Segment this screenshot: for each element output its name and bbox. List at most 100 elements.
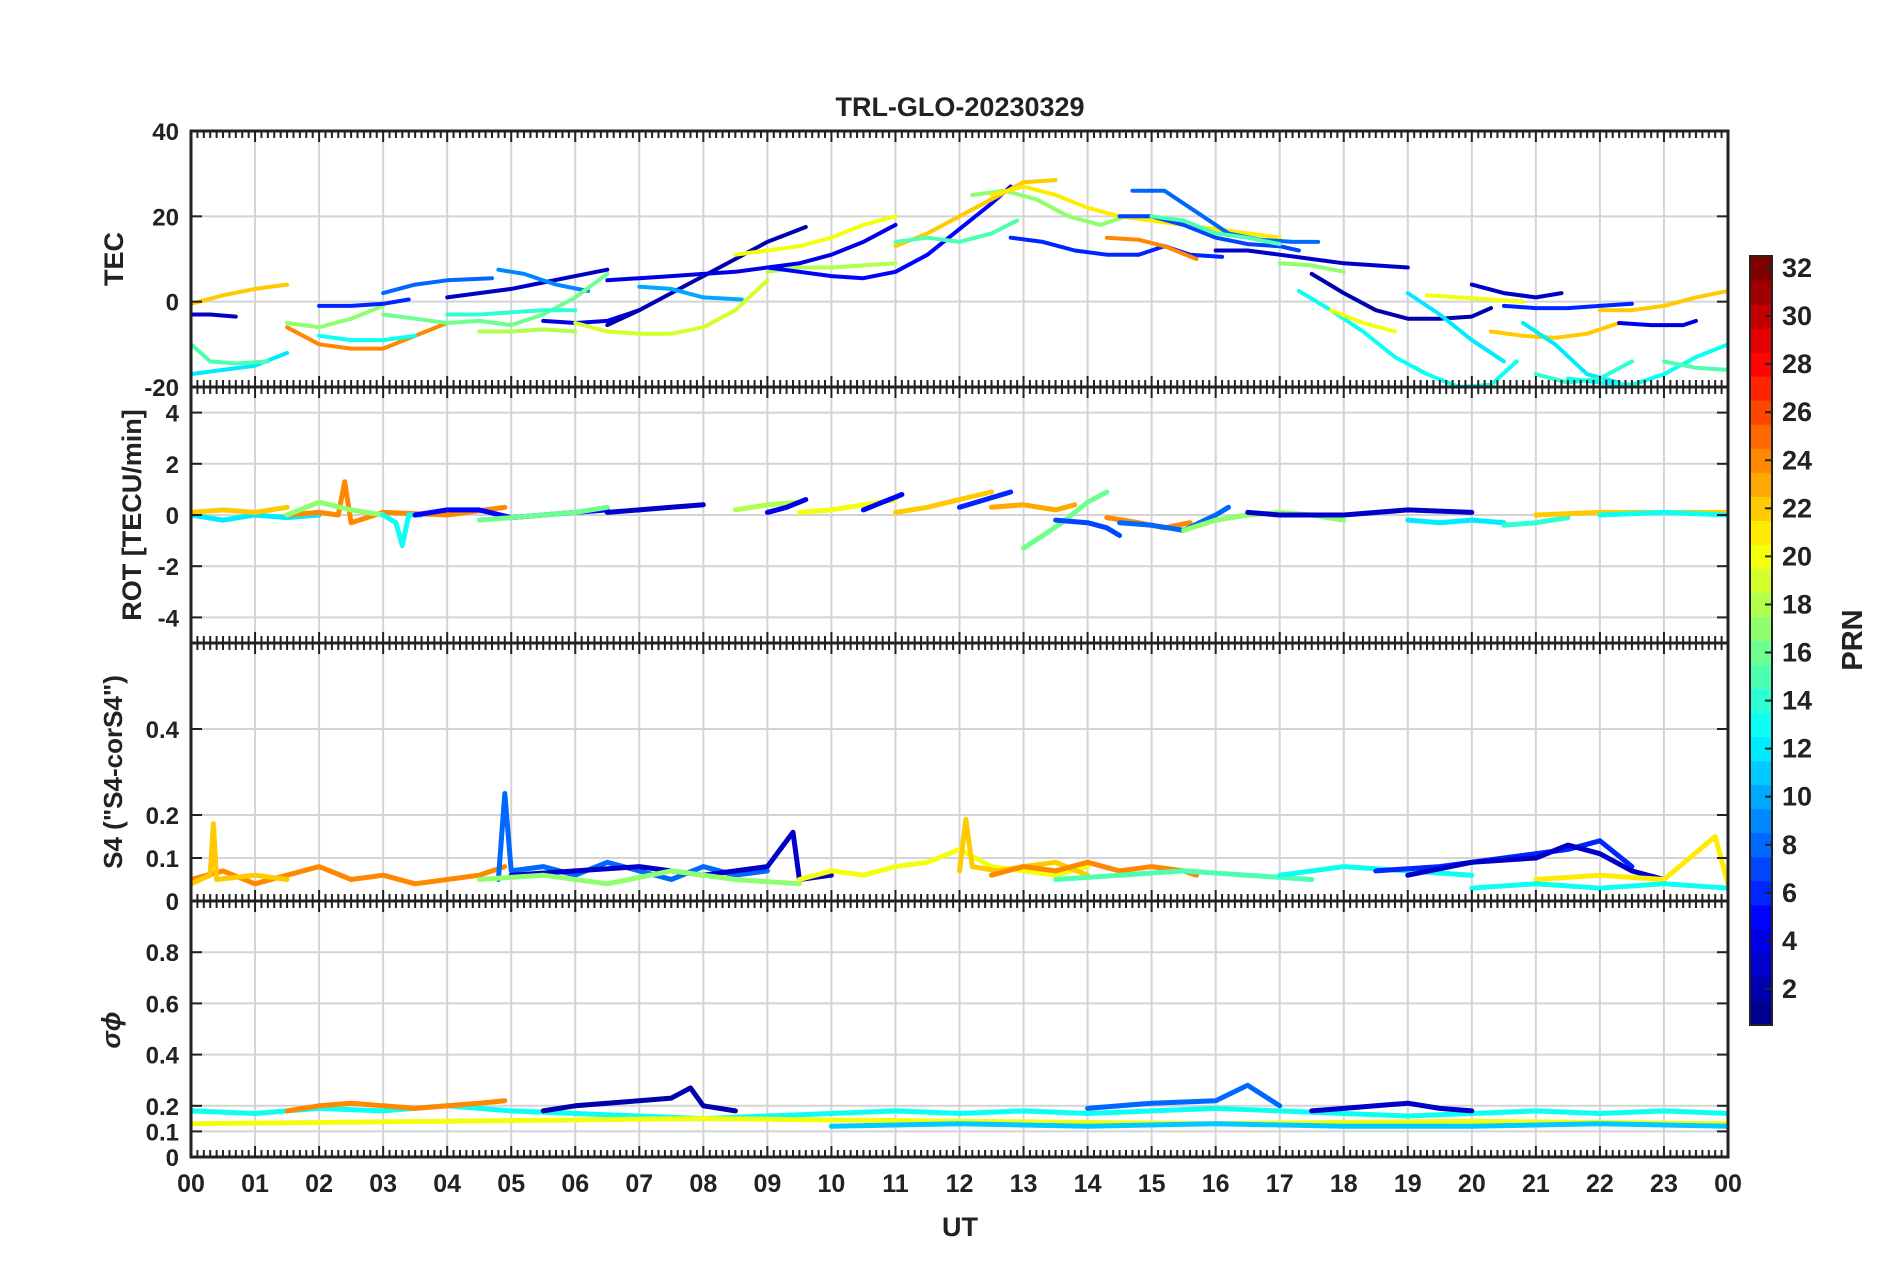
series-line-prn-3 [445,267,610,300]
colorbar-frame [1749,255,1773,1026]
series-line-prn-17 [285,303,386,330]
series-line-prn-13 [317,333,418,343]
panel-tec-gridlines [191,131,1728,387]
colorbar-tick-label: 22 [1782,493,1812,523]
y-tick-label: 0.2 [146,803,179,830]
series-line-prn-15 [1149,214,1282,247]
series-line-prn-22 [1489,321,1622,340]
series-line-prn-22 [893,178,1058,249]
x-tick-label: 02 [305,1170,333,1198]
series-line-prn-14 [1501,515,1571,528]
panel-tec-series [191,178,1728,387]
x-tick-label: 00 [177,1170,205,1198]
series-line-prn-3 [1469,282,1564,300]
colorbar-cell-prn-22 [1750,496,1772,521]
colorbar-cell-prn-25 [1750,424,1772,449]
series-line-prn-17 [284,499,386,518]
colorbar-cell-prn-18 [1750,592,1772,618]
panel-sigma-phi-ylabel: σϕ [96,1012,126,1049]
series-line-prn-3 [1309,1100,1475,1114]
colorbar-cell-prn-1 [1750,1000,1772,1026]
x-tick-label: 19 [1394,1170,1422,1198]
series-line-prn-24 [191,864,508,887]
y-tick-label: 0 [166,1145,179,1172]
colorbar-cell-prn-15 [1750,664,1772,690]
panel-rot-y-tick-labels: -4 -2 0 2 4 [158,401,180,633]
series-line-prn-17 [1277,261,1346,274]
colorbar-tick-label: 6 [1782,878,1797,908]
series-line-prn-22 [893,489,994,515]
series-line-prn-22 [191,504,290,515]
series-line-prn-3 [191,312,238,319]
colorbar-cell-prn-5 [1750,904,1772,930]
series-line-prn-7 [1053,517,1123,538]
y-tick-label: 0.8 [146,940,179,967]
x-tick-label: 20 [1458,1170,1486,1198]
x-tick-label: 01 [241,1170,269,1198]
panel-s4-y-tick-labels: 0 0.1 0.2 0.4 [146,717,180,916]
panel-tec: -20 0 20 40 TEC [99,119,1730,402]
colorbar-gradient [1750,256,1772,1026]
series-line-prn-13 [1597,509,1728,518]
series-line-prn-4 [605,222,898,283]
series-line-prn-17 [476,868,802,887]
y-tick-label: 20 [152,204,179,231]
x-tick-label: 23 [1650,1170,1678,1198]
series-line-prn-20 [796,846,1091,882]
colorbar-tick-label: 8 [1782,830,1797,860]
series-line-prn-20 [1328,308,1397,334]
panel-sigma-phi-series [191,1082,1728,1129]
panel-rot-ylabel: ROT [TECU/min] [117,409,147,620]
x-tick-label: 05 [497,1170,525,1198]
x-axis-label: UT [942,1212,978,1242]
series-line-prn-24 [285,321,450,351]
series-line-prn-11 [828,1121,1728,1129]
colorbar-tick-label: 18 [1782,589,1812,619]
series-line-prn-2 [605,225,808,328]
colorbar-tick-label: 30 [1782,301,1812,331]
y-tick-label: -4 [158,605,180,632]
colorbar-cell-prn-32 [1750,256,1772,281]
y-tick-label: 0.1 [146,846,179,873]
series-line-prn-22 [191,821,290,887]
colorbar-tick-label: 24 [1782,445,1812,475]
series-line-prn-22 [1597,289,1728,313]
y-tick-label: 0.6 [146,991,179,1018]
series-line-prn-15 [1662,359,1728,372]
colorbar-cell-prn-2 [1750,976,1772,1002]
series-line-prn-20 [1425,293,1526,304]
x-tick-label: 09 [753,1170,781,1198]
series-line-prn-23 [989,502,1078,513]
y-tick-label: 0.2 [146,1094,179,1121]
series-line-prn-13 [1565,342,1728,387]
colorbar-cell-prn-31 [1750,280,1772,305]
series-line-prn-14 [445,308,578,317]
colorbar-cell-prn-12 [1750,736,1772,762]
colorbar-tick-label: 20 [1782,541,1812,571]
colorbar-cell-prn-23 [1750,472,1772,497]
y-tick-label: 0.4 [146,717,180,744]
x-tick-label: 04 [433,1170,461,1198]
series-line-prn-3 [604,502,706,515]
y-tick-label: 0.1 [146,1119,179,1146]
y-tick-label: 0 [166,503,179,530]
x-tick-label: 06 [561,1170,589,1198]
series-line-prn-19 [573,278,770,336]
colorbar-tick-label: 4 [1782,926,1797,956]
y-tick-label: 4 [166,401,180,428]
series-line-prn-20 [733,214,898,257]
series-line-prn-15 [191,342,270,366]
colorbar-cell-prn-24 [1750,448,1772,473]
panel-rot: -4 -2 0 2 4 ROT [TECU/min] [117,385,1730,645]
x-tick-label: 16 [1202,1170,1230,1198]
chart-title: TRL-GLO-20230329 [835,92,1084,122]
panel-tec-ylabel: TEC [99,232,129,286]
colorbar-cell-prn-26 [1750,400,1772,425]
colorbar-cell-prn-27 [1750,376,1772,401]
colorbar-cell-prn-19 [1750,568,1772,594]
colorbar-tick-label: 12 [1782,734,1812,764]
series-line-prn-3 [1213,248,1410,270]
